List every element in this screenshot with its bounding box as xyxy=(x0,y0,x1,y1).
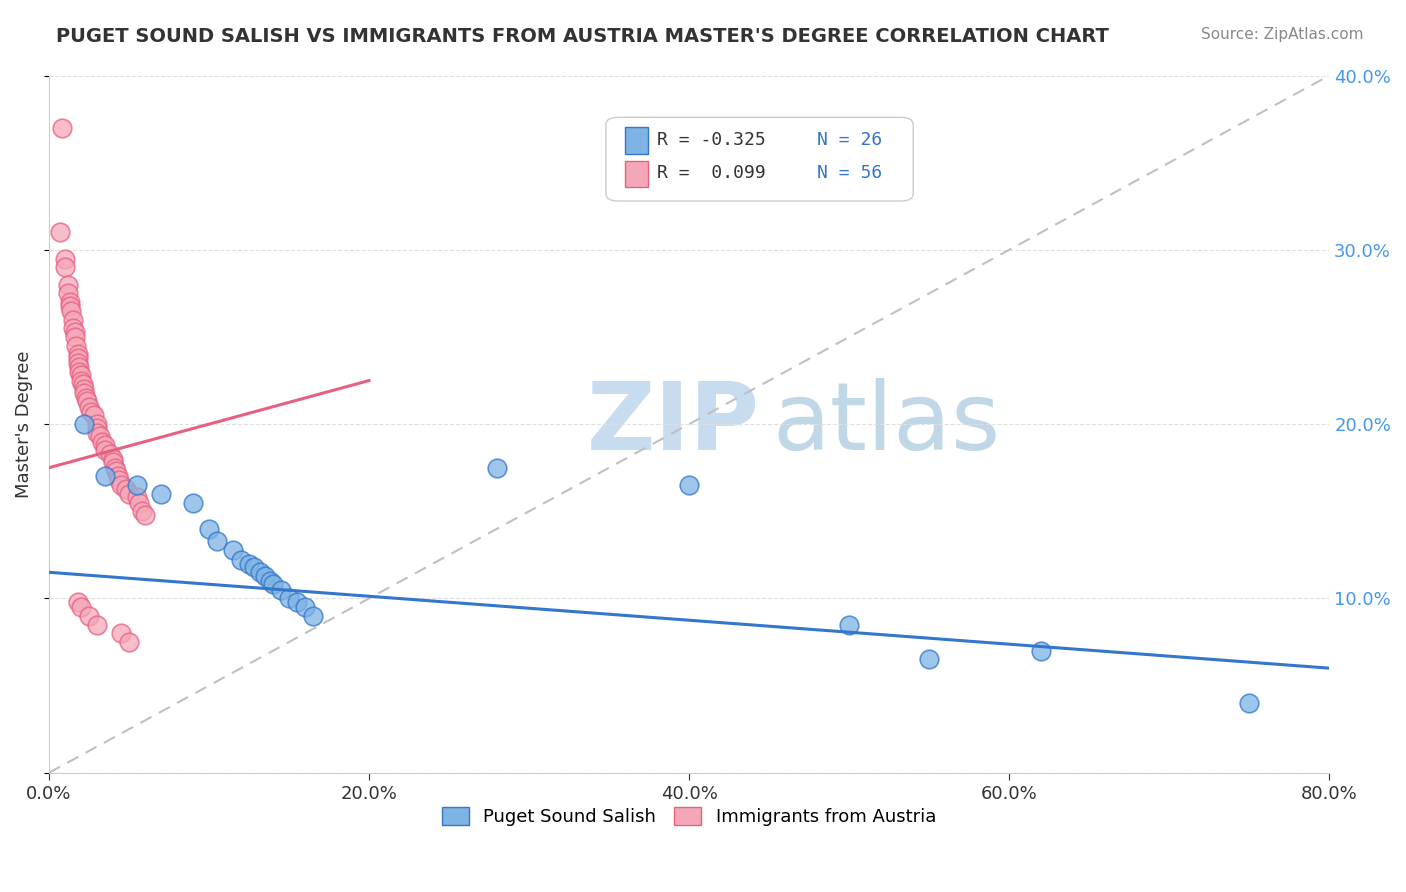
Point xyxy=(86,617,108,632)
Point xyxy=(73,385,96,400)
Point xyxy=(1239,696,1261,710)
Point xyxy=(59,299,82,313)
Point xyxy=(67,359,90,374)
Point xyxy=(86,417,108,431)
Point xyxy=(278,591,301,606)
Text: N = 56: N = 56 xyxy=(817,164,883,182)
Point xyxy=(76,394,98,409)
Point xyxy=(53,252,76,266)
Point xyxy=(66,595,89,609)
Point xyxy=(262,577,284,591)
Point xyxy=(110,626,132,640)
Text: R = -0.325: R = -0.325 xyxy=(657,130,766,149)
Text: Source: ZipAtlas.com: Source: ZipAtlas.com xyxy=(1201,27,1364,42)
Point xyxy=(198,522,221,536)
Point xyxy=(302,608,325,623)
Point xyxy=(83,409,105,423)
Point xyxy=(79,405,101,419)
Point xyxy=(1031,644,1053,658)
Point xyxy=(222,542,245,557)
Point xyxy=(114,482,136,496)
Point xyxy=(94,438,117,452)
Point xyxy=(72,377,94,392)
Legend: Puget Sound Salish, Immigrants from Austria: Puget Sound Salish, Immigrants from Aust… xyxy=(434,799,943,833)
Point xyxy=(150,487,173,501)
Point xyxy=(110,478,132,492)
Point xyxy=(118,635,141,649)
Text: R =  0.099: R = 0.099 xyxy=(657,164,766,182)
Point xyxy=(838,617,860,632)
Text: PUGET SOUND SALISH VS IMMIGRANTS FROM AUSTRIA MASTER'S DEGREE CORRELATION CHART: PUGET SOUND SALISH VS IMMIGRANTS FROM AU… xyxy=(56,27,1109,45)
Point xyxy=(77,400,100,414)
Point xyxy=(678,478,700,492)
Point xyxy=(108,473,131,487)
Point xyxy=(259,574,281,588)
Point xyxy=(75,391,97,405)
Point xyxy=(94,443,117,458)
Point xyxy=(56,277,79,292)
Point xyxy=(59,295,82,310)
Point xyxy=(62,312,84,326)
Point xyxy=(253,568,276,582)
Text: atlas: atlas xyxy=(772,378,1001,470)
Point xyxy=(486,460,509,475)
Point xyxy=(107,469,129,483)
Point xyxy=(73,382,96,396)
Point xyxy=(63,330,86,344)
Point xyxy=(66,356,89,370)
Point xyxy=(125,478,148,492)
Point xyxy=(285,595,308,609)
Point xyxy=(181,495,204,509)
Y-axis label: Master's Degree: Master's Degree xyxy=(15,351,32,498)
Bar xyxy=(626,128,648,153)
Point xyxy=(243,560,266,574)
Point xyxy=(86,425,108,440)
Point xyxy=(60,303,83,318)
Point xyxy=(77,608,100,623)
Point xyxy=(89,429,111,443)
Point xyxy=(128,495,150,509)
Point xyxy=(70,374,93,388)
Point xyxy=(249,566,271,580)
Point xyxy=(51,120,73,135)
Point xyxy=(62,321,84,335)
Point xyxy=(238,557,260,571)
Point xyxy=(70,600,93,615)
Point xyxy=(65,339,87,353)
Point xyxy=(270,582,292,597)
Point xyxy=(101,452,124,467)
Point xyxy=(66,347,89,361)
Point xyxy=(105,464,128,478)
Point xyxy=(229,553,252,567)
Point xyxy=(918,652,941,666)
Point xyxy=(98,447,121,461)
Point xyxy=(205,533,228,548)
Point xyxy=(49,226,72,240)
Point xyxy=(94,469,117,483)
Point xyxy=(73,417,96,431)
Bar xyxy=(626,161,648,187)
Point xyxy=(101,455,124,469)
Point xyxy=(134,508,156,522)
Point xyxy=(86,420,108,434)
Point xyxy=(90,434,112,449)
Point xyxy=(53,260,76,275)
Point xyxy=(70,368,93,383)
FancyBboxPatch shape xyxy=(606,118,912,201)
Point xyxy=(103,460,125,475)
Point xyxy=(125,491,148,505)
Text: N = 26: N = 26 xyxy=(817,130,883,149)
Point xyxy=(67,365,90,379)
Point xyxy=(56,286,79,301)
Point xyxy=(63,325,86,339)
Point xyxy=(294,600,316,615)
Point xyxy=(118,487,141,501)
Point xyxy=(131,504,153,518)
Point xyxy=(66,351,89,365)
Text: ZIP: ZIP xyxy=(586,378,759,470)
